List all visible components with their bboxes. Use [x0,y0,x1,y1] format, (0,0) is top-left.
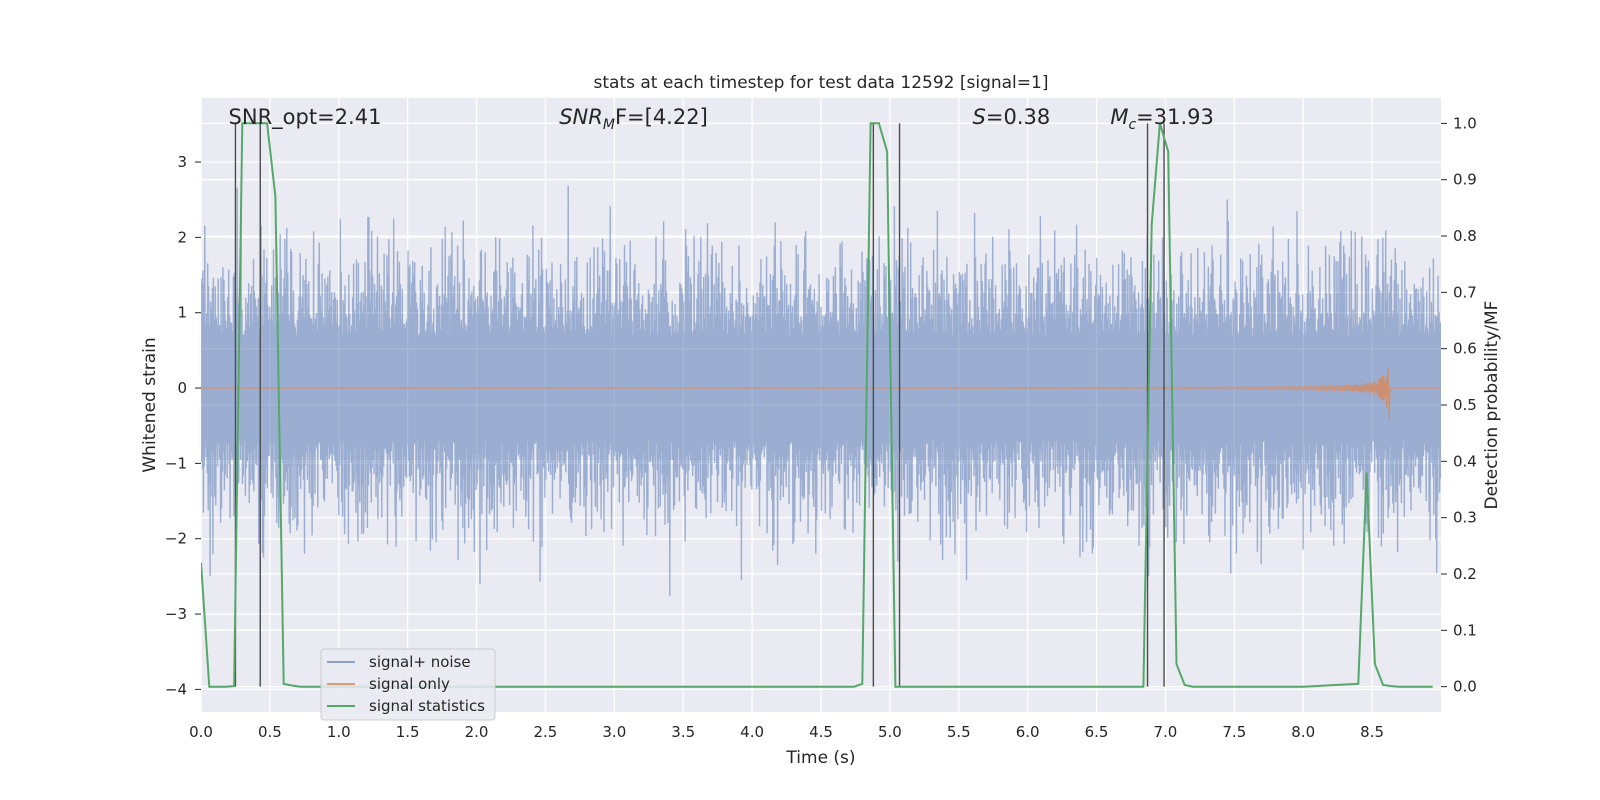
x-tick-label: 1.5 [396,723,420,741]
y2-tick-label: 0.8 [1453,227,1477,245]
y2-tick-label: 0.1 [1453,621,1477,639]
y2-tick-labels: 0.0 0.1 0.2 0.3 0.4 0.5 0.6 0.7 0.8 0.9 1.0 [1441,114,1477,696]
y-tick-labels: −4 −3 −2 −1 0 1 2 3 [165,153,201,698]
series-signal-noise [201,185,1441,597]
x-axis-label: Time (s) [785,748,855,768]
y2-tick-label: 0.5 [1453,396,1477,414]
x-tick-label: 2.5 [534,723,558,741]
y-tick-label: 0 [177,379,187,397]
x-tick-label: 4.0 [740,723,764,741]
y2-tick-label: 0.0 [1453,678,1477,696]
x-tick-label: 2.0 [465,723,489,741]
x-tick-label: 5.5 [947,723,971,741]
y2-tick-label: 0.2 [1453,565,1477,583]
x-tick-label: 8.5 [1360,723,1384,741]
x-tick-label: 3.5 [671,723,695,741]
x-tick-label: 4.5 [809,723,833,741]
annotation-text: S=0.38 [973,105,1051,129]
y-tick-label: −1 [165,454,187,472]
annotation-text: Mc=31.93 [1110,105,1214,133]
x-tick-label: 0.5 [258,723,282,741]
y-tick-label: −2 [165,530,187,548]
legend-label-signal-statistics: signal statistics [369,697,485,715]
y-tick-label: −4 [165,680,187,698]
annotation-text: SNRMF=[4.22] [559,105,708,133]
chart-title: stats at each timestep for test data 125… [594,73,1049,93]
series-signal-statistics [201,122,1433,688]
legend: signal+ noise signal only signal statist… [320,648,496,721]
y2-tick-label: 0.9 [1453,171,1477,189]
x-tick-label: 6.0 [1016,723,1040,741]
y-tick-label: 3 [177,153,187,171]
annotation-text: SNR_opt=2.41 [229,105,382,130]
x-tick-label: 1.0 [327,723,351,741]
y-axis-label: Whitened strain [140,337,160,472]
y2-tick-label: 0.3 [1453,509,1477,527]
x-tick-label: 8.0 [1291,723,1315,741]
y2-tick-label: 0.4 [1453,452,1477,470]
y2-tick-label: 0.7 [1453,283,1477,301]
x-tick-label: 0.0 [189,723,213,741]
series-signal-only [201,367,1441,420]
x-tick-labels: 0.0 0.5 1.0 1.5 2.0 2.5 3.0 3.5 4.0 4.5 5.0 5.5 6.0 6… [189,723,1384,741]
y2-tick-label: 1.0 [1453,114,1477,132]
annotations: SNR_opt=2.41 SNRMF=[4.22] S=0.38 Mc=31.93 [229,105,1214,133]
y2-axis-label: Detection probability/MF [1482,301,1502,510]
x-tick-label: 5.0 [878,723,902,741]
x-tick-label: 7.0 [1154,723,1178,741]
y-tick-label: 1 [177,304,187,322]
y-tick-label: 2 [177,228,187,246]
legend-box [320,648,496,721]
y2-tick-label: 0.6 [1453,340,1477,358]
legend-label-signal-noise: signal+ noise [369,653,471,671]
x-tick-label: 3.0 [602,723,626,741]
x-tick-label: 7.5 [1222,723,1246,741]
legend-label-signal-only: signal only [369,675,450,693]
y-tick-label: −3 [165,605,187,623]
x-tick-label: 6.5 [1085,723,1109,741]
